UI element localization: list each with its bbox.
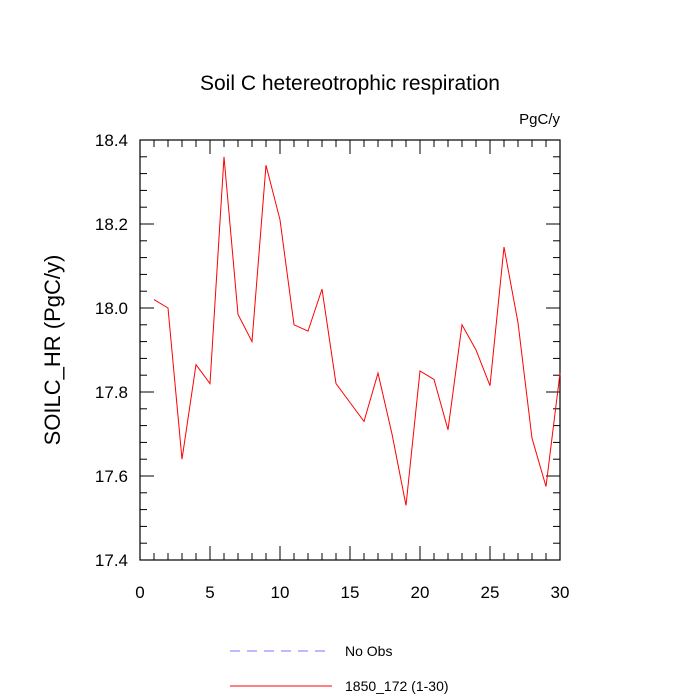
x-tick-label: 0 xyxy=(135,583,144,602)
x-tick-label: 20 xyxy=(411,583,430,602)
legend-label: 1850_172 (1-30) xyxy=(345,678,449,694)
x-tick-label: 15 xyxy=(341,583,360,602)
y-tick-label: 17.4 xyxy=(95,551,128,570)
y-tick-label: 17.8 xyxy=(95,383,128,402)
axis-ticks: 0 5 10 15 20 25 30 17.4 17.6 17.8 18.0 18.2 18.4 xyxy=(95,131,570,602)
x-tick-label: 30 xyxy=(551,583,570,602)
y-tick-label: 17.6 xyxy=(95,467,128,486)
legend-label: No Obs xyxy=(345,643,392,659)
plot-frame xyxy=(139,139,561,561)
chart-title: Soil C hetereotrophic respiration xyxy=(200,72,500,95)
y-axis-label: SOILC_HR (PgC/y) xyxy=(40,255,65,446)
x-tick-label: 5 xyxy=(205,583,214,602)
units-label: PgC/y xyxy=(519,111,560,128)
y-tick-label: 18.0 xyxy=(95,299,128,318)
x-tick-label: 25 xyxy=(481,583,500,602)
legend: No Obs 1850_172 (1-30) xyxy=(230,643,449,694)
series-line-1 xyxy=(153,156,561,506)
series-lines xyxy=(153,156,561,506)
x-tick-label: 10 xyxy=(271,583,290,602)
y-tick-label: 18.4 xyxy=(95,131,128,150)
y-tick-label: 18.2 xyxy=(95,215,128,234)
